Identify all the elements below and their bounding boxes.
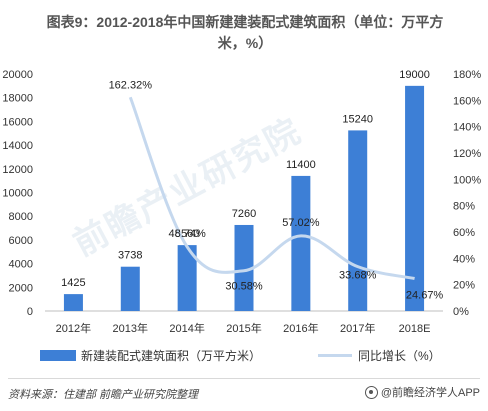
- bar-value-label: 7260: [232, 208, 256, 220]
- left-axis-tick-label: 18000: [2, 93, 33, 105]
- growth-value-label: 162.32%: [109, 79, 153, 91]
- right-axis-tick-label: 120%: [453, 148, 481, 160]
- x-axis-category-label: 2016年: [283, 321, 318, 335]
- chart-title-line-2: 米，%）: [217, 35, 273, 51]
- growth-value-label: 30.58%: [225, 281, 263, 293]
- chart-title-line-1: 图表9：2012-2018年中国新建建装配式建筑面积（单位：万平方: [46, 14, 444, 30]
- bar: [63, 294, 83, 311]
- growth-value-label: 57.02%: [282, 217, 320, 229]
- left-axis-tick-label: 2000: [9, 282, 33, 294]
- bar: [177, 245, 197, 311]
- chart-title: 图表9：2012-2018年中国新建建装配式建筑面积（单位：万平方 米，%）: [10, 12, 480, 54]
- brand-logo-icon: [364, 385, 378, 399]
- footer-divider: [8, 378, 480, 379]
- right-axis-tick-label: 160%: [453, 95, 481, 107]
- x-axis-category-label: 2014年: [169, 321, 204, 335]
- x-axis-category-label: 2018E: [399, 323, 431, 335]
- left-axis-tick-label: 6000: [9, 235, 33, 247]
- right-axis-tick-label: 0%: [453, 306, 469, 318]
- left-axis-tick-label: 20000: [2, 69, 33, 81]
- left-axis-tick-label: 0: [27, 306, 33, 318]
- legend-label-line: 同比增长（%）: [358, 349, 441, 363]
- bar: [405, 85, 425, 311]
- bar: [348, 130, 368, 311]
- x-axis-category-label: 2012年: [56, 321, 91, 335]
- bar-value-label: 3738: [118, 250, 142, 262]
- x-axis-category-label: 2017年: [340, 321, 375, 335]
- x-axis-category-label: 2013年: [113, 321, 148, 335]
- right-axis-tick-label: 20%: [453, 280, 475, 292]
- bar-value-label: 15240: [342, 113, 373, 125]
- left-axis-tick-label: 10000: [2, 188, 33, 200]
- bar-value-label: 11400: [286, 159, 316, 171]
- left-axis-tick-label: 8000: [9, 211, 33, 223]
- bar: [291, 175, 311, 311]
- right-axis-tick-label: 140%: [453, 122, 481, 134]
- brand-text: @前瞻经济学人APP: [380, 387, 480, 399]
- bar-value-label: 19000: [399, 69, 430, 81]
- legend-label-bar: 新建装配式建筑面积（万平方米）: [81, 348, 261, 363]
- brand-credit: @前瞻经济学人APP: [364, 384, 480, 400]
- growth-rate-line: [128, 96, 415, 280]
- growth-value-label: 33.68%: [339, 270, 377, 282]
- x-axis-category-label: 2015年: [226, 321, 261, 335]
- left-axis-tick-label: 12000: [2, 164, 33, 176]
- growth-value-label: 48.74%: [168, 228, 206, 240]
- right-axis-tick-label: 80%: [453, 201, 475, 213]
- source-note: 资料来源：住建部 前瞻产业研究院整理: [8, 389, 199, 401]
- right-axis-tick-label: 180%: [453, 69, 481, 81]
- right-axis-tick-label: 40%: [453, 253, 475, 265]
- left-axis-tick-label: 4000: [9, 259, 33, 271]
- right-axis-tick-label: 100%: [453, 174, 481, 186]
- bar: [120, 266, 140, 311]
- growth-value-label: 24.67%: [406, 290, 444, 302]
- legend-swatch-bar: [40, 350, 76, 361]
- left-axis-tick-label: 16000: [2, 116, 33, 128]
- right-axis-tick-label: 60%: [453, 227, 475, 239]
- bar: [234, 224, 254, 311]
- left-axis-tick-label: 14000: [2, 140, 33, 152]
- bar-value-label: 1425: [61, 277, 85, 289]
